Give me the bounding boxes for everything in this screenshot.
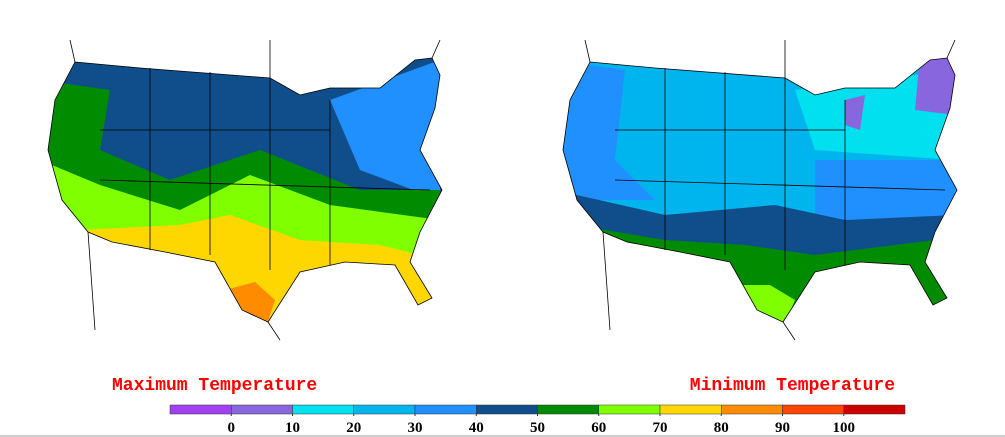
colorbar-segment (721, 404, 783, 415)
colorbar-tick-label: 90 (775, 420, 790, 436)
colorbar-tick-label: 20 (346, 420, 361, 436)
min-temperature-map (562, 39, 958, 341)
colorbar-segment (414, 404, 477, 415)
colorbar-segment (353, 404, 416, 415)
colorbar-segment (659, 404, 722, 415)
colorbar-tick-label: 100 (833, 420, 856, 436)
colorbar-tick-label: 80 (714, 420, 729, 436)
left-title: Maximum Temperature (112, 376, 317, 396)
colorbar-tick-label: 60 (591, 420, 606, 436)
colorbar-segment (231, 404, 293, 415)
colorbar-tick-label: 40 (469, 420, 484, 436)
colorbar-tick-label: 50 (530, 420, 545, 436)
colorbar-segment (292, 404, 354, 415)
colorbar-segment (843, 404, 906, 415)
colorbar-tick-label: 10 (285, 420, 300, 436)
colorbar-segment (598, 404, 661, 415)
colorbar-segment (476, 404, 538, 415)
max-temperature-map (47, 39, 443, 341)
colorbar-tick-label: 0 (228, 420, 236, 436)
colorbar-tick-label: 30 (408, 420, 423, 436)
colorbar-tick-label: 70 (653, 420, 668, 436)
colorbar-segment (782, 404, 844, 415)
colorbar-segment (537, 404, 599, 415)
colorbar: 0 10 20 30 40 50 60 70 80 90 100 (169, 404, 906, 436)
right-title: Minimum Temperature (690, 376, 895, 396)
colorbar-segment (169, 404, 232, 415)
